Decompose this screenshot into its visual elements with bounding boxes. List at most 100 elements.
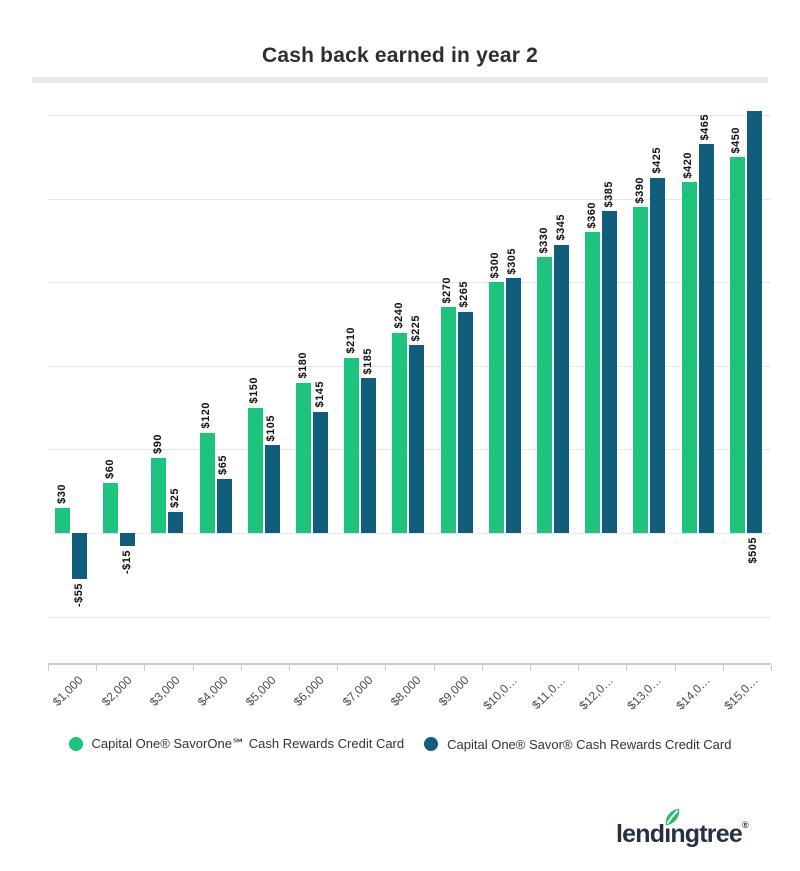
x-axis-label-7: $7,000 <box>339 673 376 709</box>
legend-item-savor[interactable]: Capital One® Savor® Cash Rewards Credit … <box>424 737 731 752</box>
x-axis-tick <box>530 665 531 671</box>
bar-savorone-2[interactable] <box>103 482 119 533</box>
bar-savor-15[interactable] <box>746 111 762 533</box>
logo-text: lendıngtree® <box>616 820 749 848</box>
bar-value-label: $65 <box>217 454 230 475</box>
bar-savor-12[interactable] <box>602 211 618 533</box>
bar-savor-14[interactable] <box>698 144 714 533</box>
bar-savorone-1[interactable] <box>55 507 70 533</box>
x-axis-line <box>48 663 771 665</box>
legend-dot-teal <box>424 737 439 751</box>
bar-savorone-10[interactable] <box>488 282 504 533</box>
x-axis-label-9: $9,000 <box>435 673 472 709</box>
bar-value-label: $185 <box>361 347 374 375</box>
x-axis-tick <box>144 665 146 671</box>
bar-savorone-5[interactable] <box>247 407 263 533</box>
gridline <box>48 616 771 618</box>
bar-value-label: $505 <box>747 537 760 564</box>
bar-savor-11[interactable] <box>554 244 569 533</box>
bar-value-label: $25 <box>168 488 181 509</box>
x-axis-tick <box>481 665 483 671</box>
x-axis-label-15: $15,0… <box>721 673 761 713</box>
x-axis-label-11: $11,0… <box>529 673 569 713</box>
bar-savor-7[interactable] <box>361 378 377 533</box>
bar-value-label: $305 <box>506 247 519 275</box>
x-axis-label-1: $1,000 <box>50 673 87 709</box>
bar-value-label: $120 <box>200 402 213 429</box>
x-axis-label-3: $3,000 <box>146 673 183 709</box>
x-axis-tick <box>240 665 242 671</box>
bar-value-label: $450 <box>730 126 743 153</box>
bar-savor-6[interactable] <box>313 411 328 533</box>
bar-value-label: $385 <box>602 180 615 208</box>
x-axis-tick <box>96 665 98 671</box>
bar-value-label: $465 <box>699 113 712 141</box>
bar-value-label: $210 <box>344 327 357 354</box>
bar-savor-8[interactable] <box>409 345 425 533</box>
bar-savorone-14[interactable] <box>681 182 697 533</box>
bar-savorone-12[interactable] <box>585 232 601 533</box>
bar-value-label: $145 <box>313 381 326 408</box>
bar-savor-5[interactable] <box>264 445 280 533</box>
x-axis-tick <box>337 665 339 671</box>
bar-value-label: $150 <box>248 377 261 404</box>
title-divider <box>32 77 768 83</box>
legend-dot-green <box>68 737 83 751</box>
bar-value-label: $180 <box>296 352 309 379</box>
x-axis-label-12: $12,0… <box>576 673 617 713</box>
bar-savor-10[interactable] <box>505 278 521 533</box>
x-axis-tick <box>771 665 772 671</box>
bar-savorone-8[interactable] <box>392 332 408 533</box>
bar-value-label: $60 <box>103 459 116 479</box>
lendingtree-logo[interactable]: lendıngtree® <box>616 808 766 856</box>
x-axis-label-10: $10,0… <box>480 673 520 713</box>
x-axis-tick <box>626 665 628 671</box>
bar-savorone-6[interactable] <box>296 382 311 533</box>
bar-value-label: $265 <box>458 281 471 308</box>
x-axis-tick <box>722 665 724 671</box>
bar-value-label: $425 <box>650 147 663 174</box>
bar-value-label: -$15 <box>120 549 133 574</box>
bar-savorone-11[interactable] <box>537 257 552 533</box>
bar-savorone-13[interactable] <box>633 207 649 533</box>
bar-value-label: $390 <box>633 176 646 204</box>
bar-savor-1[interactable] <box>72 533 87 579</box>
bar-savor-4[interactable] <box>216 478 232 533</box>
bar-savorone-9[interactable] <box>440 307 456 533</box>
legend-label-savorone: Capital One® SavorOne℠ Cash Rewards Cred… <box>91 736 405 751</box>
x-axis-tick <box>433 665 435 671</box>
x-axis-label-6: $6,000 <box>291 673 328 709</box>
gridline <box>48 282 771 284</box>
bar-savor-13[interactable] <box>650 177 666 533</box>
bar-value-label: $90 <box>151 433 164 454</box>
bar-value-label: $420 <box>682 151 695 179</box>
gridline <box>48 198 771 200</box>
x-axis-label-8: $8,000 <box>387 673 424 709</box>
x-axis-label-2: $2,000 <box>98 673 135 709</box>
x-axis-label-5: $5,000 <box>243 673 279 709</box>
leaf-icon <box>665 808 680 826</box>
bar-savorone-4[interactable] <box>199 432 215 533</box>
x-axis-tick <box>192 665 194 671</box>
bar-savor-9[interactable] <box>457 311 473 533</box>
x-axis-tick <box>289 665 290 671</box>
bar-savorone-15[interactable] <box>729 157 745 533</box>
bar-savorone-3[interactable] <box>151 457 167 533</box>
zero-gridline <box>48 533 771 534</box>
chart-title: Cash back earned in year 2 <box>261 44 538 67</box>
bar-value-label: $105 <box>265 414 278 442</box>
bar-value-label: $240 <box>392 301 405 329</box>
x-axis-label-4: $4,000 <box>194 673 231 709</box>
legend-item-savorone[interactable]: Capital One® SavorOne℠ Cash Rewards Cred… <box>68 736 405 752</box>
bar-savor-3[interactable] <box>168 512 184 533</box>
bar-savorone-7[interactable] <box>344 357 360 533</box>
x-axis-tick <box>578 665 580 671</box>
x-axis-tick <box>48 665 49 671</box>
bar-value-label: $360 <box>585 201 598 229</box>
x-axis-label-13: $13,0… <box>624 673 665 713</box>
x-axis-label-14: $14,0… <box>673 673 713 713</box>
bar-value-label: -$55 <box>72 582 85 607</box>
bar-savor-2[interactable] <box>120 533 136 546</box>
